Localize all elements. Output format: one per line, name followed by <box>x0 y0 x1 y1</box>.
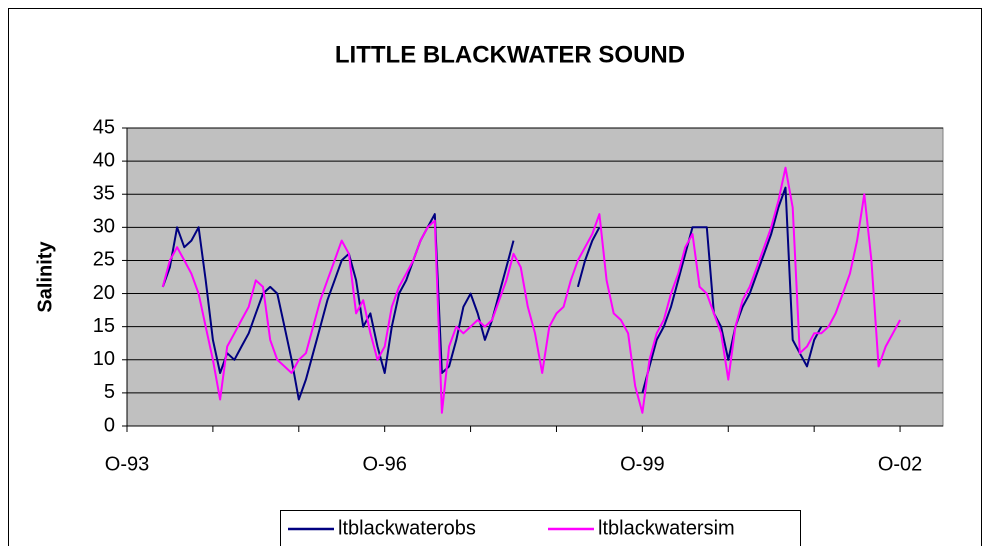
legend-label: ltblackwaterobs <box>338 517 476 539</box>
x-tick-label: O-93 <box>105 453 149 475</box>
x-tick-label: O-02 <box>878 453 922 475</box>
y-tick-label: 0 <box>104 414 115 436</box>
y-tick-label: 5 <box>104 381 115 403</box>
series-line <box>161 166 901 414</box>
y-tick-label: 35 <box>93 183 115 205</box>
legend-label: ltblackwatersim <box>598 517 735 539</box>
plot-area <box>126 127 944 427</box>
y-tick-label: 40 <box>93 149 115 171</box>
y-axis-label: Salinity <box>34 241 56 313</box>
series-line <box>161 186 823 401</box>
y-tick-label: 20 <box>93 282 115 304</box>
x-tick-label: O-96 <box>362 453 406 475</box>
chart-title: LITTLE BLACKWATER SOUND <box>335 41 685 68</box>
y-tick-label: 45 <box>93 116 115 138</box>
y-tick-label: 30 <box>93 216 115 238</box>
y-tick-label: 25 <box>93 249 115 271</box>
y-tick-label: 15 <box>93 315 115 337</box>
x-tick-label: O-99 <box>620 453 664 475</box>
legend-box <box>280 510 801 551</box>
y-tick-label: 10 <box>93 348 115 370</box>
